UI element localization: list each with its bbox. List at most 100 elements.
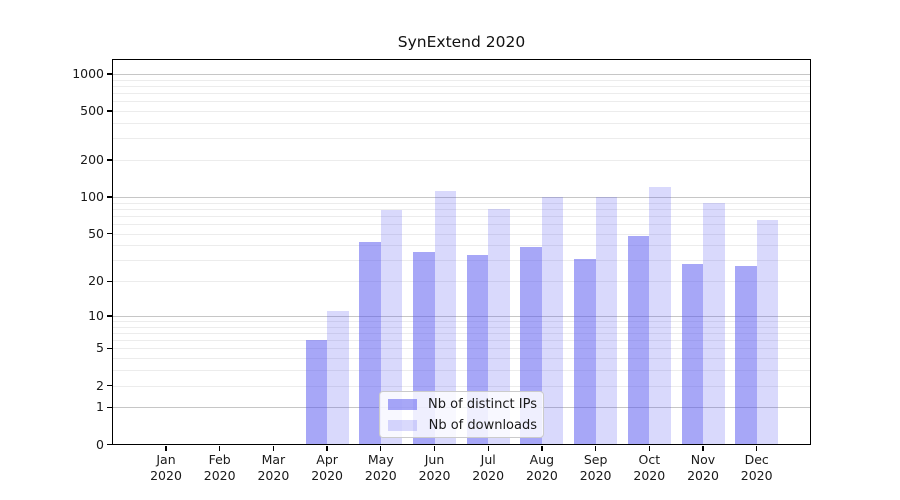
plot-area	[113, 60, 810, 445]
gridline	[113, 315, 810, 317]
gridline	[113, 202, 810, 204]
y-tick-label: 1	[96, 399, 104, 415]
y-tick-label: 500	[80, 103, 104, 119]
gridline	[113, 326, 810, 328]
legend-swatch-downloads	[388, 419, 417, 431]
gridline	[113, 233, 810, 235]
x-tick-mark	[594, 445, 597, 451]
y-tick-label: 50	[88, 225, 104, 241]
bar-downloads-aug	[541, 196, 564, 445]
gridlines-layer	[113, 60, 810, 445]
x-tick-label: Aug 2020	[525, 451, 558, 484]
gridline	[113, 245, 810, 247]
x-tick-label: Oct 2020	[633, 451, 666, 484]
gridline	[113, 197, 810, 199]
x-tick-label: Dec 2020	[740, 451, 773, 484]
x-tick-mark	[433, 445, 436, 451]
gridline	[113, 111, 810, 113]
y-tick-label: 1000	[72, 66, 104, 82]
y-tick-mark	[106, 315, 112, 317]
x-tick-label: Nov 2020	[687, 451, 719, 484]
x-tick-label: Jun 2020	[418, 451, 451, 484]
gridline	[113, 340, 810, 342]
bar-downloads-dec	[756, 219, 779, 445]
gridline	[113, 79, 810, 81]
x-tick-mark	[165, 445, 167, 451]
x-tick-label: May 2020	[364, 451, 397, 484]
y-tick-mark	[106, 406, 112, 409]
legend-swatch-distinct-ips	[388, 398, 417, 410]
gridline	[113, 93, 810, 95]
x-tick-mark	[272, 445, 275, 451]
x-tick-label: Mar 2020	[257, 451, 290, 484]
bar-downloads-jun	[434, 191, 456, 445]
bar-downloads-sep	[595, 196, 618, 445]
gridline	[113, 215, 810, 217]
x-tick-mark	[702, 445, 704, 451]
gridline	[113, 138, 810, 140]
chart-title: SynExtend 2020	[397, 33, 526, 51]
x-tick-label: Jul 2020	[472, 451, 505, 484]
x-tick-label: Apr 2020	[311, 451, 343, 484]
y-tick-label: 0	[96, 436, 104, 452]
bars-layer	[113, 60, 810, 445]
gridline	[113, 281, 810, 283]
y-tick-label: 20	[88, 273, 104, 289]
bar-downloads-nov	[703, 203, 725, 445]
x-tick-mark	[487, 445, 489, 451]
x-tick-mark	[380, 445, 382, 451]
x-tick-label: Sep 2020	[579, 451, 612, 484]
legend: Nb of distinct IPs Nb of downloads	[379, 391, 544, 438]
gridline	[113, 358, 810, 360]
y-tick-mark	[106, 280, 112, 282]
legend-entry-downloads: Nb of downloads	[386, 416, 537, 434]
gridline	[113, 86, 810, 87]
legend-entry-distinct-ips: Nb of distinct IPs	[386, 395, 537, 413]
x-tick-label: Feb 2020	[203, 451, 236, 484]
bar-downloads-apr	[327, 311, 349, 445]
gridline	[113, 370, 810, 372]
x-tick-mark	[756, 445, 758, 451]
gridline	[113, 160, 810, 162]
y-tick-mark	[106, 110, 112, 112]
gridline	[113, 348, 810, 350]
gridline	[113, 74, 810, 76]
x-tick-label: Jan 2020	[150, 451, 182, 484]
bar-distinct-ips-sep	[574, 258, 596, 445]
gridline	[113, 385, 810, 387]
gridline	[113, 208, 810, 210]
legend-label-downloads: Nb of downloads	[428, 417, 537, 433]
y-tick-label: 10	[88, 307, 104, 323]
y-tick-mark	[106, 347, 112, 350]
gridline	[113, 224, 810, 226]
y-tick-mark	[106, 196, 112, 198]
y-tick-mark	[106, 159, 112, 161]
y-tick-mark	[106, 73, 112, 75]
y-tick-mark	[106, 232, 112, 235]
bar-distinct-ips-nov	[681, 263, 703, 445]
y-tick-label: 2	[96, 377, 104, 393]
gridline	[113, 321, 810, 323]
y-tick-label: 200	[80, 152, 104, 168]
bar-downloads-oct	[649, 187, 671, 445]
x-tick-mark	[541, 445, 543, 451]
bar-downloads-jul	[488, 208, 510, 445]
bar-distinct-ips-apr	[305, 340, 328, 445]
gridline	[113, 123, 810, 125]
gridline	[113, 333, 810, 334]
x-tick-mark	[648, 445, 650, 451]
y-tick-label: 5	[96, 340, 104, 356]
gridline	[113, 101, 810, 103]
y-tick-label: 100	[80, 189, 104, 205]
y-tick-mark	[106, 384, 112, 387]
bar-downloads-may	[380, 209, 403, 445]
x-tick-mark	[219, 445, 221, 451]
bar-distinct-ips-dec	[735, 265, 757, 445]
x-tick-mark	[326, 445, 328, 451]
legend-label-distinct-ips: Nb of distinct IPs	[428, 396, 537, 412]
y-tick-mark	[106, 443, 112, 446]
bar-distinct-ips-may	[359, 241, 381, 445]
bar-distinct-ips-oct	[627, 235, 650, 445]
gridline	[113, 260, 810, 262]
